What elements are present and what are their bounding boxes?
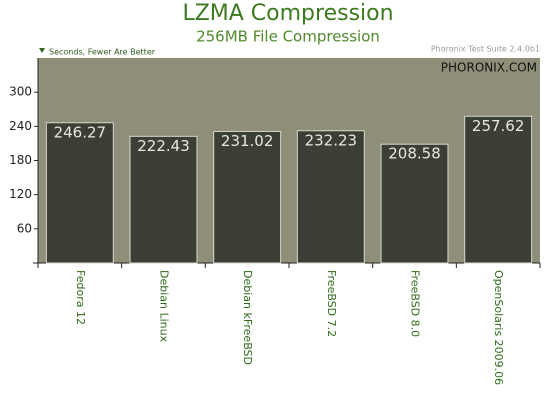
arrow-icon bbox=[39, 48, 45, 53]
x-tick-label: FreeBSD 7.2 bbox=[325, 270, 338, 337]
watermark: PHORONIX.COM bbox=[441, 61, 537, 75]
value-label: 246.27 bbox=[54, 123, 107, 141]
value-label: 208.58 bbox=[388, 145, 441, 163]
bar bbox=[380, 143, 449, 264]
y-tick-label: 240 bbox=[9, 119, 32, 133]
value-label: 257.62 bbox=[472, 117, 525, 135]
x-tick-label: Fedora 12 bbox=[74, 270, 87, 325]
value-label: 232.23 bbox=[305, 131, 358, 149]
y-tick-label: 180 bbox=[9, 153, 32, 167]
y-tick-label: 120 bbox=[9, 187, 32, 201]
y-tick-label: 300 bbox=[9, 85, 32, 99]
bar bbox=[464, 115, 533, 264]
value-label: 231.02 bbox=[221, 132, 274, 150]
bar bbox=[296, 130, 365, 264]
x-tick-label: Debian Linux bbox=[158, 270, 171, 343]
x-tick-label: Debian kFreeBSD bbox=[241, 270, 254, 365]
bar bbox=[213, 130, 282, 264]
chart-title: LZMA Compression bbox=[182, 1, 393, 26]
x-tick-label: OpenSolaris 2009.06 bbox=[492, 270, 505, 385]
value-label: 222.43 bbox=[137, 137, 190, 155]
y-tick-label: 60 bbox=[17, 221, 32, 235]
x-tick-label: FreeBSD 8.0 bbox=[409, 270, 422, 337]
bar bbox=[45, 122, 114, 264]
plot-area bbox=[38, 58, 540, 263]
y-axis-label: Seconds, Fewer Are Better bbox=[49, 48, 156, 57]
source-note: Phoronix Test Suite 2.4.0b1 bbox=[431, 45, 540, 54]
chart-subtitle: 256MB File Compression bbox=[196, 28, 380, 46]
bar bbox=[129, 135, 198, 264]
